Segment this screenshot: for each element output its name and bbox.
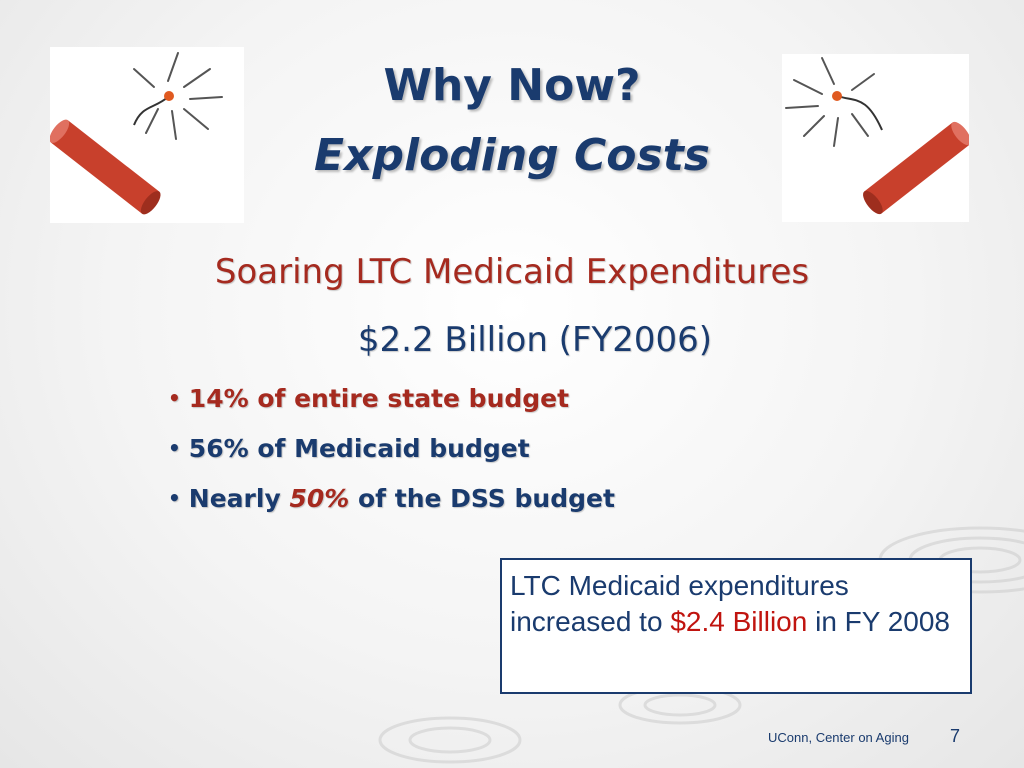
firecracker-icon <box>782 54 969 222</box>
bullet-item: • 14% of entire state budget <box>168 384 570 413</box>
amount-heading: $2.2 Billion (FY2006) <box>357 320 713 360</box>
firecracker-icon <box>50 47 244 223</box>
bullet-item: • 56% of Medicaid budget <box>168 434 530 463</box>
callout-highlight: $2.4 Billion <box>670 606 808 637</box>
bullet-list: • 14% of entire state budget • 56% of Medi… <box>168 380 615 530</box>
bullet-item: • Nearly 50% of the DSS budget <box>168 484 615 513</box>
slide-title: Why Now? <box>383 60 641 111</box>
section-heading: Soaring LTC Medicaid Expenditures <box>214 252 810 292</box>
highlight-percent: 50% <box>289 484 350 513</box>
bullet-icon: • <box>168 486 181 510</box>
page-number: 7 <box>950 726 961 746</box>
callout-box: LTC Medicaid expenditures increased to $… <box>500 558 972 694</box>
slide-subtitle: Exploding Costs <box>314 130 710 181</box>
bullet-icon: • <box>168 386 181 410</box>
footer-text: UConn, Center on Aging <box>768 730 909 745</box>
bullet-icon: • <box>168 436 181 460</box>
